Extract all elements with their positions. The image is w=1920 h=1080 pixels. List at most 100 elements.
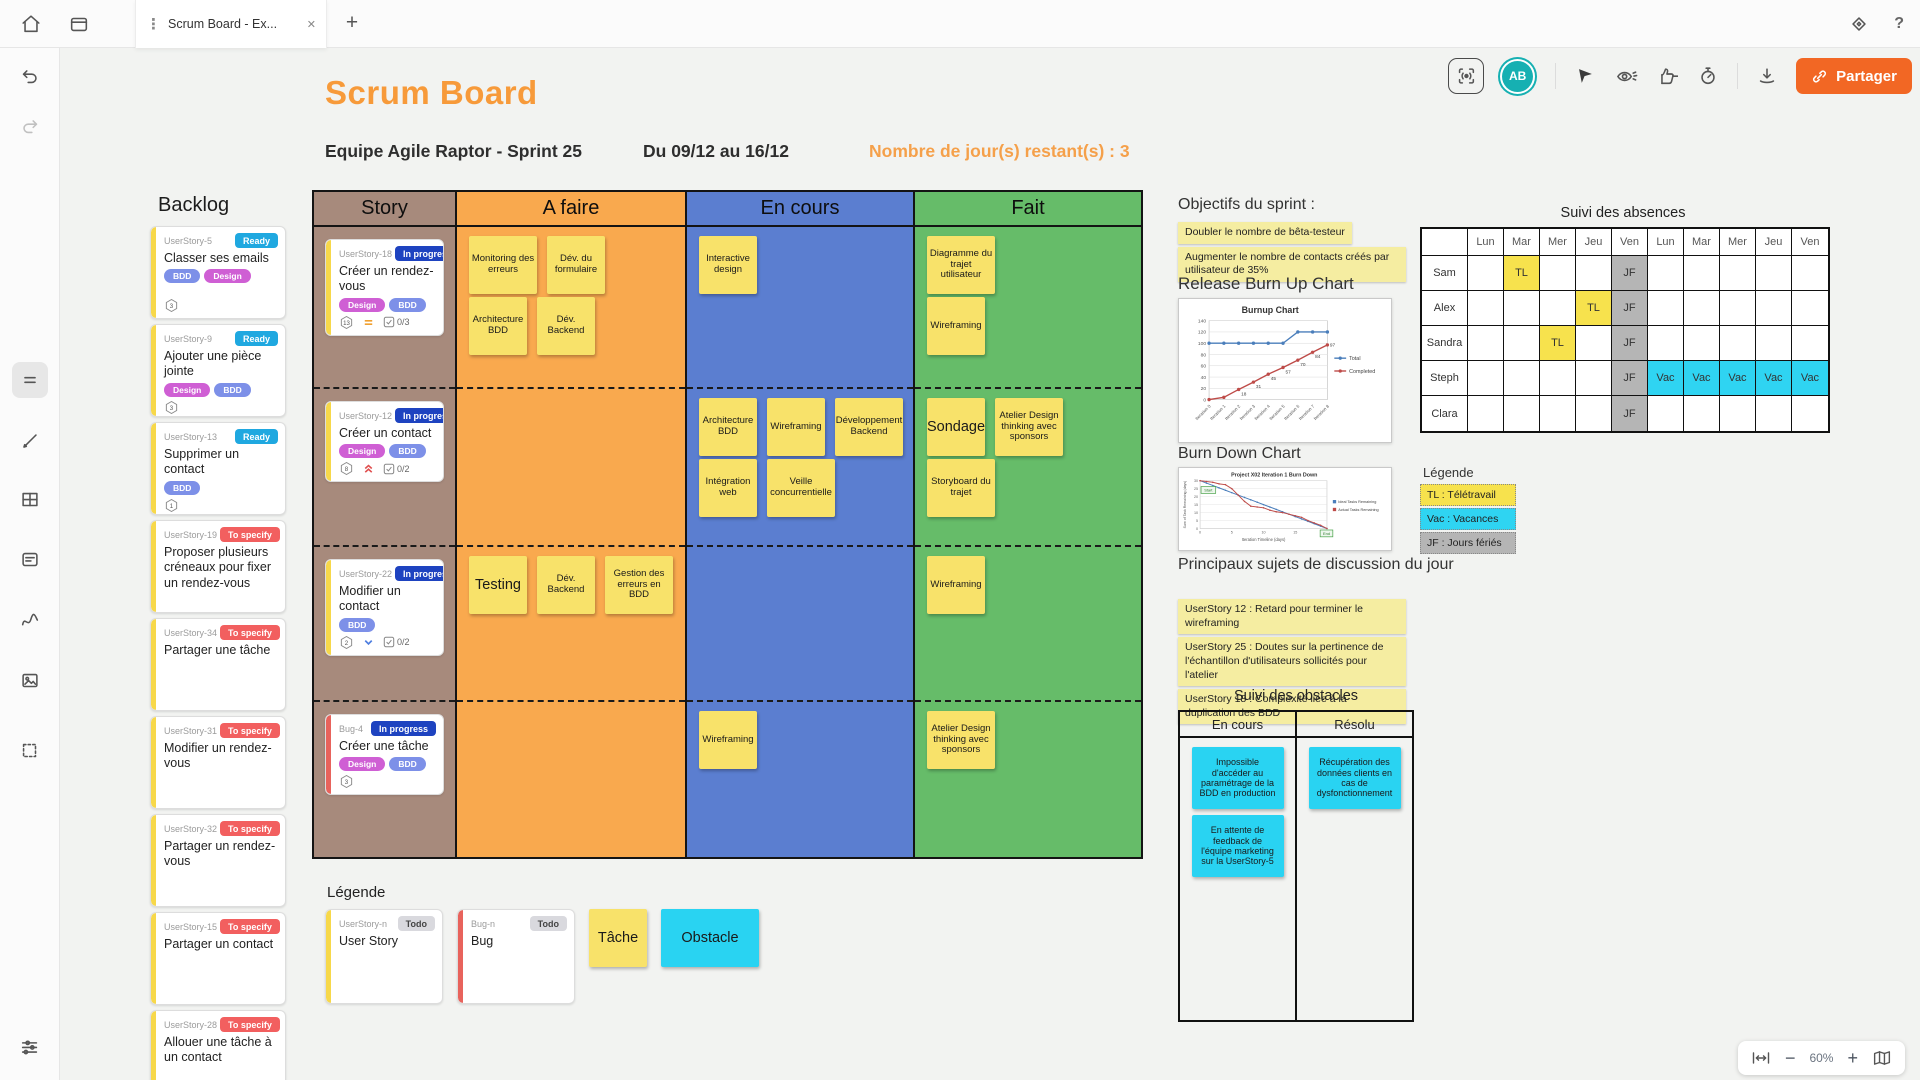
backlog-card[interactable]: UserStory-31 To specify Modifier un rendez…: [150, 716, 286, 809]
fit-width-icon[interactable]: [1751, 1050, 1771, 1066]
frame-tool[interactable]: [12, 482, 48, 518]
settings-button[interactable]: [12, 1029, 48, 1065]
frames-diamond-icon[interactable]: [1848, 13, 1870, 35]
signature-tool[interactable]: [12, 603, 48, 639]
sticky-note-tool[interactable]: [12, 362, 48, 398]
zoom-level[interactable]: 60%: [1809, 1051, 1834, 1065]
boards-button[interactable]: [62, 7, 96, 41]
card-id: UserStory-22: [339, 568, 393, 579]
canvas[interactable]: AB Partager Scrum Board Equipe Agile Rap…: [60, 48, 1920, 1080]
obstacle-note[interactable]: Récupération des données clients en cas …: [1308, 747, 1401, 809]
sticky-note[interactable]: Diagramme du trajet utilisateur: [927, 236, 995, 294]
burnup-chart[interactable]: Burnup Chart 0 20 40 60 80 100 120 140 Iteration …: [1178, 298, 1392, 443]
pointer-flag-button[interactable]: [1569, 60, 1601, 92]
obstacle-note[interactable]: En attente de feedback de l'équipe marke…: [1191, 815, 1284, 877]
svg-text:0: 0: [1203, 397, 1206, 403]
legend-task-note[interactable]: Tâche: [589, 909, 647, 967]
tab-scrum-board[interactable]: ⋮ Scrum Board - Ex... ✕: [135, 0, 327, 48]
discussion-note[interactable]: UserStory 25 : Doutes sur la pertinence …: [1178, 637, 1406, 687]
map-icon[interactable]: [1872, 1049, 1892, 1067]
undo-button[interactable]: [12, 58, 48, 94]
discussion-note[interactable]: UserStory 18 : Complexité liée à la dupl…: [1178, 689, 1406, 725]
sticky-note[interactable]: Architecture BDD: [469, 297, 527, 355]
sticky-note[interactable]: Testing: [469, 556, 527, 614]
pen-tool[interactable]: [12, 423, 48, 459]
screenshot-button[interactable]: [1448, 58, 1485, 94]
backlog-card[interactable]: UserStory-5 Ready Classer ses emails BDD Des…: [150, 226, 286, 319]
absence-row: Clara JF: [1422, 396, 1828, 431]
sticky-note[interactable]: Wireframing: [927, 556, 985, 614]
discussion-heading: Principaux sujets de discussion du jour: [1178, 556, 1454, 573]
avatar[interactable]: AB: [1502, 60, 1534, 92]
objective-note[interactable]: Augmenter le nombre de contacts créés pa…: [1178, 246, 1406, 282]
svg-text:31: 31: [1256, 384, 1262, 390]
backlog-section: Backlog UserStory-5 Ready Classer ses emai…: [150, 194, 286, 1080]
discussion-note[interactable]: UserStory 12 : Retard pour terminer le w…: [1178, 599, 1406, 635]
timer-button[interactable]: [1692, 60, 1724, 92]
legend-obstacle-note[interactable]: Obstacle: [661, 909, 759, 967]
sticky-note[interactable]: Sondage: [927, 398, 985, 456]
sticky-note[interactable]: Développement Backend: [835, 398, 903, 456]
sticky-note[interactable]: Intégration web: [699, 459, 757, 517]
sticky-note[interactable]: Wireframing: [699, 711, 757, 769]
obstacles-table[interactable]: En cours Impossible d'accéder au paramét…: [1178, 710, 1414, 1022]
sticky-note[interactable]: Interactive design: [699, 236, 757, 294]
absence-day-header: Jeu: [1756, 229, 1792, 256]
legend-bug-card[interactable]: Bug-n Todo Bug: [457, 909, 575, 1004]
svg-text:Actual Tasks Remaining: Actual Tasks Remaining: [1338, 508, 1378, 512]
sticky-note[interactable]: Storyboard du trajet: [927, 459, 995, 517]
backlog-card[interactable]: UserStory-32 To specify Partager un rendez…: [150, 814, 286, 907]
zoom-in-button[interactable]: +: [1847, 1047, 1858, 1068]
backlog-card[interactable]: UserStory-28 To specify Allouer une tâche …: [150, 1010, 286, 1080]
sticky-note[interactable]: Dév. du formulaire: [547, 236, 605, 294]
pen-icon: [23, 434, 37, 448]
estimate-icon: 3: [339, 774, 354, 789]
sticky-note[interactable]: Atelier Design thinking avec sponsors: [927, 711, 995, 769]
absences-table[interactable]: Lun Mar Mer Jeu Ven Lun Mar Mer Jeu Ven Sam TL JF Ale…: [1420, 227, 1830, 433]
burndown-chart[interactable]: Project X02 Iteration 1 Burn Down 0 5 10 15 2…: [1178, 467, 1392, 551]
legend-user-story-card[interactable]: UserStory-n Todo User Story: [325, 909, 443, 1004]
tab-menu-icon[interactable]: ⋮: [146, 16, 161, 33]
sticky-note[interactable]: Veille concurrentielle: [767, 459, 835, 517]
export-button[interactable]: [1751, 60, 1783, 92]
home-button[interactable]: [14, 7, 48, 41]
hide-collaborators-button[interactable]: [1610, 60, 1642, 92]
story-card[interactable]: Bug-4 In progress Créer une tâche Design BDD…: [325, 714, 444, 796]
absence-cell: [1648, 291, 1684, 326]
sticky-note[interactable]: Dév. Backend: [537, 556, 595, 614]
absence-cell: [1504, 396, 1540, 431]
sticky-note[interactable]: Dév. Backend: [537, 297, 595, 355]
backlog-card[interactable]: UserStory-9 Ready Ajouter une pièce jointe…: [150, 324, 286, 417]
backlog-card[interactable]: UserStory-13 Ready Supprimer un contact BDD…: [150, 422, 286, 515]
absence-cell: [1504, 361, 1540, 396]
backlog-title: Backlog: [158, 194, 230, 216]
card-tool[interactable]: [12, 542, 48, 578]
tag-badge: Design: [164, 382, 211, 397]
reactions-button[interactable]: [1651, 60, 1683, 92]
sticky-note[interactable]: Gestion des erreurs en BDD: [605, 556, 673, 614]
image-tool[interactable]: [12, 663, 48, 699]
sticky-note[interactable]: Monitoring des erreurs: [469, 236, 537, 294]
obstacle-note[interactable]: Impossible d'accéder au paramétrage de l…: [1191, 747, 1284, 809]
tag-badge: Design: [204, 269, 251, 284]
backlog-card[interactable]: UserStory-34 To specify Partager une tâche: [150, 618, 286, 711]
redo-button[interactable]: [12, 108, 48, 144]
sticky-note[interactable]: Architecture BDD: [699, 398, 757, 456]
backlog-card[interactable]: UserStory-15 To specify Partager un contac…: [150, 912, 286, 1005]
backlog-card[interactable]: UserStory-19 To specify Proposer plusieurs…: [150, 520, 286, 613]
zoom-out-button[interactable]: −: [1784, 1047, 1796, 1068]
objective-note[interactable]: Doubler le nombre de bêta-testeur: [1178, 222, 1352, 244]
sticky-note[interactable]: Wireframing: [767, 398, 825, 456]
sticky-note[interactable]: Atelier Design thinking avec sponsors: [995, 398, 1063, 456]
card-title: Proposer plusieurs créneaux pour fixer u…: [164, 545, 272, 590]
help-button[interactable]: ?: [1894, 15, 1904, 32]
tab-close-icon[interactable]: ✕: [306, 18, 316, 31]
sticky-note[interactable]: Wireframing: [927, 297, 985, 355]
selection-tool[interactable]: [12, 733, 48, 769]
share-button[interactable]: Partager: [1796, 58, 1912, 94]
new-tab-button[interactable]: +: [345, 11, 359, 34]
